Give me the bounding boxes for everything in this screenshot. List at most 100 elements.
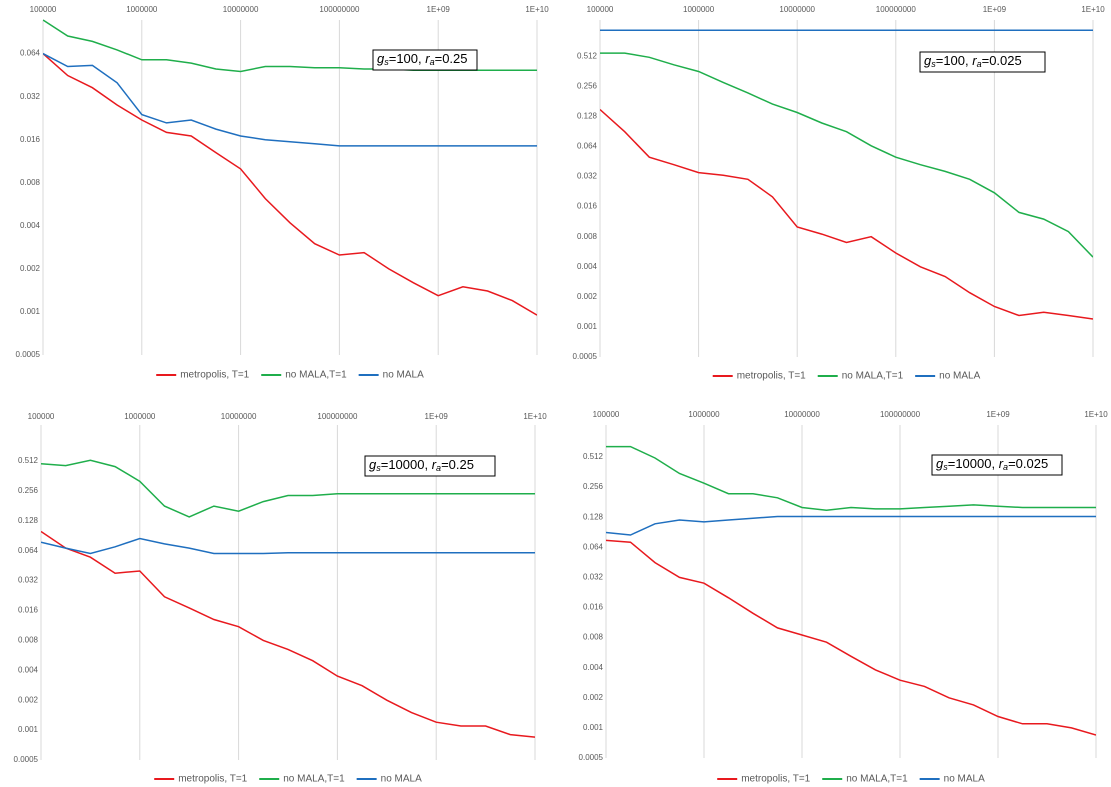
- y-tick-label: 0.512: [577, 51, 598, 60]
- y-tick-label: 0.0005: [14, 755, 39, 764]
- legend-label: metropolis, T=1: [737, 371, 806, 382]
- series-line: [606, 539, 1096, 736]
- annotation-part: r: [999, 456, 1004, 471]
- y-tick-label: 0.032: [583, 573, 604, 582]
- annotation-part: s: [943, 462, 948, 472]
- series-line: [43, 52, 537, 147]
- y-tick-label: 0.512: [18, 456, 39, 465]
- annotation-part: r: [432, 457, 437, 472]
- y-tick-label: 0.064: [583, 542, 604, 551]
- annotation-part: s: [384, 57, 389, 67]
- x-tick-label: 1E+10: [523, 412, 547, 421]
- annotation-box: [931, 454, 1063, 476]
- y-tick-label: 0.256: [18, 486, 39, 495]
- annotation-part: g: [936, 456, 944, 471]
- y-tick-label: 0.001: [583, 723, 604, 732]
- y-tick-label: 0.032: [20, 92, 41, 101]
- y-tick-label: 0.256: [583, 482, 604, 491]
- x-tick-label: 10000000: [784, 410, 820, 419]
- x-tick-label: 1E+10: [525, 5, 549, 14]
- y-tick-label: 0.004: [18, 665, 39, 674]
- annotation-part: r: [972, 53, 977, 68]
- annotation-box: [372, 49, 478, 71]
- series-line: [606, 515, 1096, 536]
- x-tick-label: 100000: [28, 412, 55, 421]
- y-tick-label: 0.256: [577, 81, 598, 90]
- series-line: [41, 459, 535, 518]
- x-tick-label: 1E+09: [427, 5, 451, 14]
- y-tick-label: 0.004: [583, 663, 604, 672]
- x-tick-label: 100000000: [876, 5, 917, 14]
- annotation: gs=10000, ra=0.25: [369, 457, 474, 473]
- y-tick-label: 0.004: [577, 262, 598, 271]
- annotation-part: =0.025: [982, 53, 1022, 68]
- y-tick-label: 0.0005: [573, 352, 598, 361]
- y-tick-label: 0.064: [18, 546, 39, 555]
- legend: metropolis, T=1 no MALA,T=1 no MALA: [717, 774, 985, 785]
- annotation-box: [919, 51, 1046, 73]
- y-tick-label: 0.001: [577, 322, 598, 331]
- x-tick-label: 10000000: [223, 5, 259, 14]
- annotation-part: r: [425, 51, 430, 66]
- annotation-part: =10000,: [948, 456, 999, 471]
- y-tick-label: 0.008: [20, 178, 41, 187]
- annotation-part: =100,: [389, 51, 426, 66]
- series-line: [600, 108, 1093, 320]
- series-line: [41, 537, 535, 555]
- y-tick-label: 0.004: [20, 221, 41, 230]
- legend-label: no MALA: [381, 774, 422, 785]
- x-tick-label: 1000000: [126, 5, 158, 14]
- annotation-part: =10000,: [381, 457, 432, 472]
- x-tick-label: 100000000: [880, 410, 921, 419]
- x-tick-label: 100000: [593, 410, 620, 419]
- legend: metropolis, T=1 no MALA,T=1 no MALA: [154, 774, 422, 785]
- y-tick-label: 0.032: [577, 172, 598, 181]
- annotation-part: a: [430, 57, 435, 67]
- y-tick-label: 0.008: [577, 232, 598, 241]
- y-tick-label: 0.128: [577, 111, 598, 120]
- series-line: [43, 53, 537, 316]
- legend: metropolis, T=1 no MALA,T=1 no MALA: [712, 371, 981, 382]
- y-tick-label: 0.0005: [16, 350, 41, 359]
- series-line: [600, 52, 1093, 258]
- x-tick-label: 10000000: [779, 5, 815, 14]
- y-tick-label: 0.002: [577, 292, 598, 301]
- x-tick-label: 100000000: [319, 5, 360, 14]
- y-tick-label: 0.128: [583, 512, 604, 521]
- y-tick-label: 0.002: [20, 264, 41, 273]
- y-tick-label: 0.016: [20, 135, 41, 144]
- legend-label: no MALA: [944, 774, 985, 785]
- y-tick-label: 0.008: [18, 636, 39, 645]
- legend-label: no MALA,T=1: [285, 370, 347, 381]
- annotation-part: =0.25: [435, 51, 468, 66]
- y-tick-label: 0.016: [18, 606, 39, 615]
- annotation-part: =100,: [936, 53, 973, 68]
- legend-label: no MALA,T=1: [846, 774, 908, 785]
- legend-label: no MALA: [383, 370, 424, 381]
- y-tick-label: 0.002: [18, 695, 39, 704]
- legend-label: no MALA: [939, 371, 980, 382]
- series-line: [606, 445, 1096, 512]
- y-tick-label: 0.002: [583, 693, 604, 702]
- x-tick-label: 1E+10: [1081, 5, 1105, 14]
- annotation-part: a: [1003, 462, 1008, 472]
- annotation-part: g: [924, 53, 932, 68]
- y-tick-label: 0.512: [583, 452, 604, 461]
- x-tick-label: 1E+10: [1084, 410, 1108, 419]
- x-tick-label: 10000000: [221, 412, 257, 421]
- annotation-part: g: [369, 457, 377, 472]
- y-tick-label: 0.001: [18, 725, 39, 734]
- annotation-part: a: [436, 463, 441, 473]
- annotation-box: [364, 455, 496, 477]
- x-tick-label: 1000000: [683, 5, 715, 14]
- legend: metropolis, T=1 no MALA,T=1 no MALA: [156, 370, 424, 381]
- y-tick-label: 0.016: [577, 202, 598, 211]
- annotation: gs=10000, ra=0.025: [936, 456, 1048, 472]
- x-tick-label: 100000: [587, 5, 614, 14]
- y-tick-label: 0.008: [583, 633, 604, 642]
- legend-label: metropolis, T=1: [178, 774, 247, 785]
- legend-label: no MALA,T=1: [842, 371, 904, 382]
- x-tick-label: 1E+09: [425, 412, 449, 421]
- y-tick-label: 0.016: [583, 603, 604, 612]
